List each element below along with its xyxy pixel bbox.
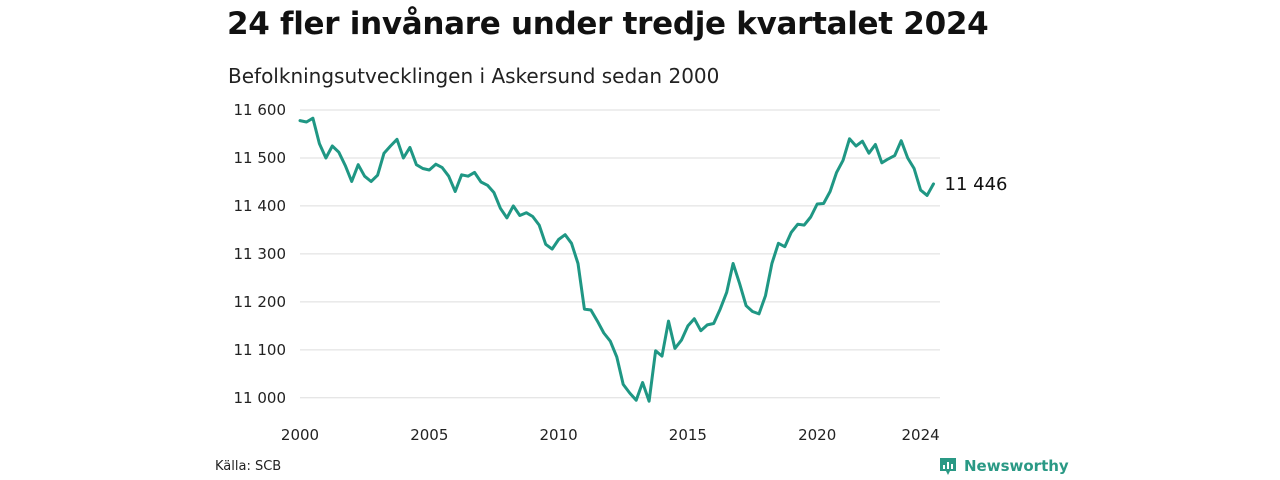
x-tick-label: 2020	[798, 426, 836, 444]
x-tick-label: 2005	[410, 426, 448, 444]
x-tick-label: 2024	[902, 426, 940, 444]
newsworthy-logo-icon	[940, 458, 956, 475]
x-tick-label: 2010	[539, 426, 577, 444]
y-tick-label: 11 000	[234, 389, 287, 407]
source-note: Källa: SCB	[215, 459, 282, 474]
chart-subtitle: Befolkningsutvecklingen i Askersund seda…	[228, 64, 720, 88]
population-line	[298, 116, 935, 403]
gridlines	[300, 109, 940, 399]
y-tick-label: 11 400	[234, 197, 287, 215]
x-tick-label: 2015	[669, 426, 707, 444]
y-tick-label: 11 100	[234, 341, 287, 359]
brand-name: Newsworthy	[964, 457, 1069, 475]
series-layer	[298, 116, 935, 403]
x-tick-label: 2000	[281, 426, 319, 444]
y-tick-label: 11 200	[234, 293, 287, 311]
y-tick-label: 11 500	[234, 149, 287, 167]
y-axis-ticks: 11 000 11 100 11 200 11 300 11 400 11 500 11 6…	[234, 101, 287, 407]
y-tick-label: 11 300	[234, 245, 287, 263]
end-value-label: 11 446	[945, 174, 1008, 195]
y-tick-label: 11 600	[234, 101, 287, 119]
x-axis-ticks: 2000 2005 2010 2015 2020 2024	[281, 426, 940, 444]
brand-logo: Newsworthy	[938, 456, 1069, 476]
chart-title: 24 fler invånare under tredje kvartalet …	[227, 6, 989, 42]
